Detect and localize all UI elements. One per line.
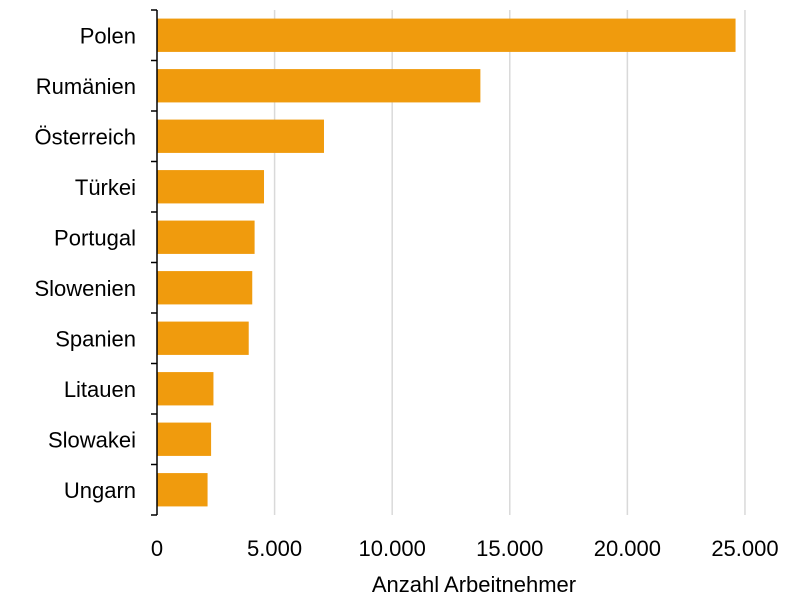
category-label: Spanien — [55, 326, 136, 351]
category-label: Türkei — [75, 175, 136, 200]
category-label: Slowakei — [48, 427, 136, 452]
axes — [151, 9, 158, 516]
bar-polen — [157, 18, 736, 52]
bar-litauen — [157, 372, 214, 406]
bar-türkei — [157, 170, 265, 204]
x-tick-label: 25.000 — [711, 536, 778, 561]
x-tick-label: 10.000 — [359, 536, 426, 561]
bars — [157, 18, 736, 507]
bar-österreich — [157, 119, 324, 153]
category-label: Slowenien — [34, 276, 136, 301]
x-axis-title: Anzahl Arbeitnehmer — [372, 572, 576, 597]
x-tick-label: 20.000 — [594, 536, 661, 561]
x-tick-label: 0 — [151, 536, 163, 561]
bar-spanien — [157, 321, 249, 355]
bar-slowenien — [157, 271, 253, 305]
x-tick-labels: 0 5.000 10.000 15.000 20.000 25.000 — [151, 536, 779, 561]
category-label: Polen — [80, 23, 136, 48]
category-label: Rumänien — [36, 74, 136, 99]
bar-rumänien — [157, 69, 481, 103]
category-label: Ungarn — [64, 478, 136, 503]
bar-ungarn — [157, 473, 208, 507]
category-label: Portugal — [54, 225, 136, 250]
bar-slowakei — [157, 422, 212, 456]
category-label: Litauen — [64, 377, 136, 402]
bar-portugal — [157, 220, 255, 254]
category-labels: Polen Rumänien Österreich Türkei Portugal Slo… — [34, 23, 136, 503]
category-label: Österreich — [35, 124, 136, 149]
x-tick-label: 15.000 — [476, 536, 543, 561]
x-tick-label: 5.000 — [247, 536, 302, 561]
